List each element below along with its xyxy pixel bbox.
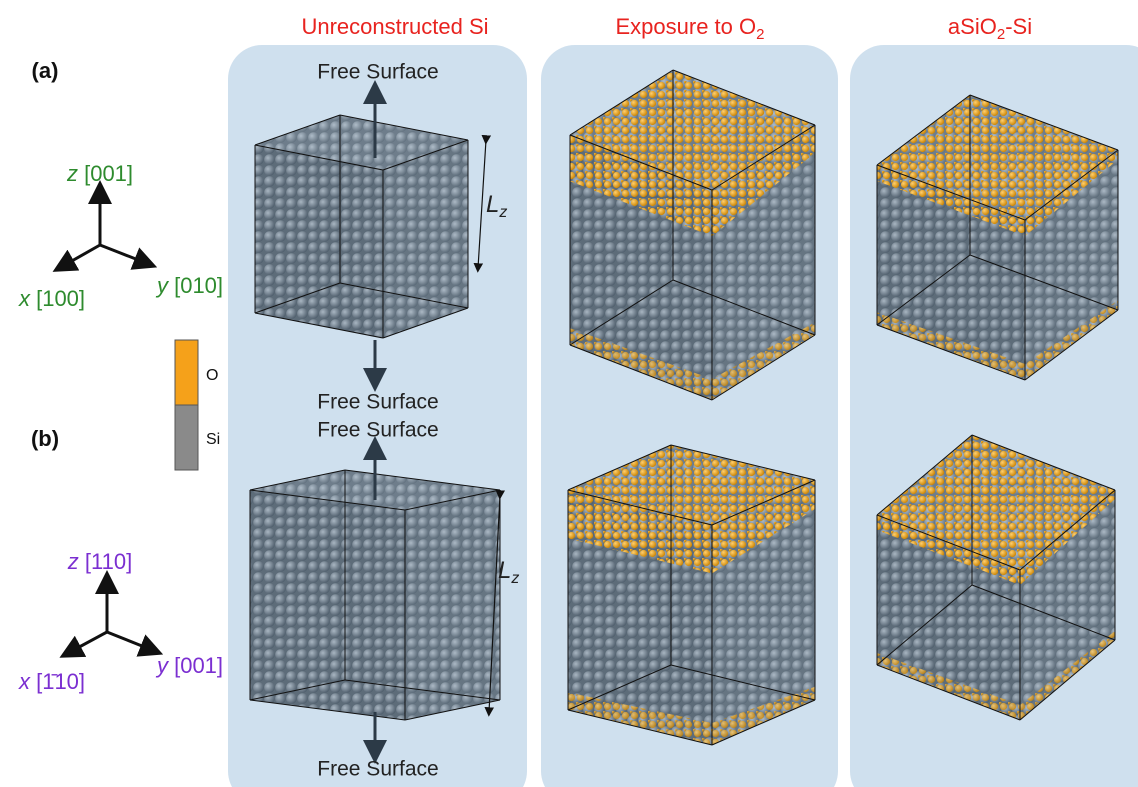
axis-dir: [001] xyxy=(84,161,133,186)
panel-label: (a) xyxy=(32,58,59,83)
length-sub: z xyxy=(510,570,519,587)
figure: Unreconstructed Si Exposure to O2 aSiO2-… xyxy=(0,0,1138,787)
axis-arrow xyxy=(107,632,152,650)
length-main: L xyxy=(498,557,511,584)
surface-label: Free Surface xyxy=(317,419,438,442)
axis-arrow xyxy=(70,632,107,652)
axis-name: z xyxy=(66,161,78,186)
axis-name: z xyxy=(67,549,79,574)
panel-label: (b) xyxy=(31,426,59,451)
axis-label: y [001] xyxy=(155,653,223,678)
length-sub: z xyxy=(498,204,507,221)
axis-dir: [1̄10] xyxy=(36,669,85,694)
axis-triad xyxy=(63,192,152,652)
axis-name: x xyxy=(18,669,31,694)
title-sub: 2 xyxy=(756,26,764,43)
axis-name: y xyxy=(155,653,170,678)
legend-swatch xyxy=(175,340,198,405)
atom-face xyxy=(383,140,468,338)
axis-name: y xyxy=(155,273,170,298)
column-title: Exposure to O2 xyxy=(616,14,765,43)
atom-face xyxy=(255,145,383,338)
legend-swatch xyxy=(175,405,198,470)
atom-face xyxy=(250,490,405,720)
surface-label: Free Surface xyxy=(317,758,438,781)
surface-label: Free Surface xyxy=(317,391,438,414)
title-sub: 2 xyxy=(997,26,1005,43)
axis-label: y [010] xyxy=(155,273,223,298)
atom-face xyxy=(405,490,500,720)
title-part: aSiO xyxy=(948,14,997,39)
axis-dir: [100] xyxy=(36,286,85,311)
axis-name: x xyxy=(18,286,31,311)
column-title: aSiO2-Si xyxy=(948,14,1032,43)
title-part: Exposure to O xyxy=(616,14,757,39)
page: {"column_titles":[{"text":"Unreconstruct… xyxy=(0,0,1138,787)
surface-label: Free Surface xyxy=(317,61,438,84)
axis-arrow xyxy=(100,245,146,263)
axis-label: z [001] xyxy=(66,161,133,186)
title-part: -Si xyxy=(1005,14,1032,39)
axis-dir: [010] xyxy=(174,273,223,298)
legend-label: Si xyxy=(206,431,220,448)
axis-dir: [110] xyxy=(85,549,132,574)
axis-label: x [1̄10] xyxy=(18,669,85,694)
axis-label: x [100] xyxy=(18,286,85,311)
legend: O Si xyxy=(175,340,220,470)
column-title: Unreconstructed Si xyxy=(301,14,488,39)
length-main: L xyxy=(486,191,499,218)
axis-dir: [001] xyxy=(174,653,223,678)
legend-label: O xyxy=(206,367,218,384)
axis-arrow xyxy=(63,245,100,266)
axis-label: z [110] xyxy=(67,549,132,574)
